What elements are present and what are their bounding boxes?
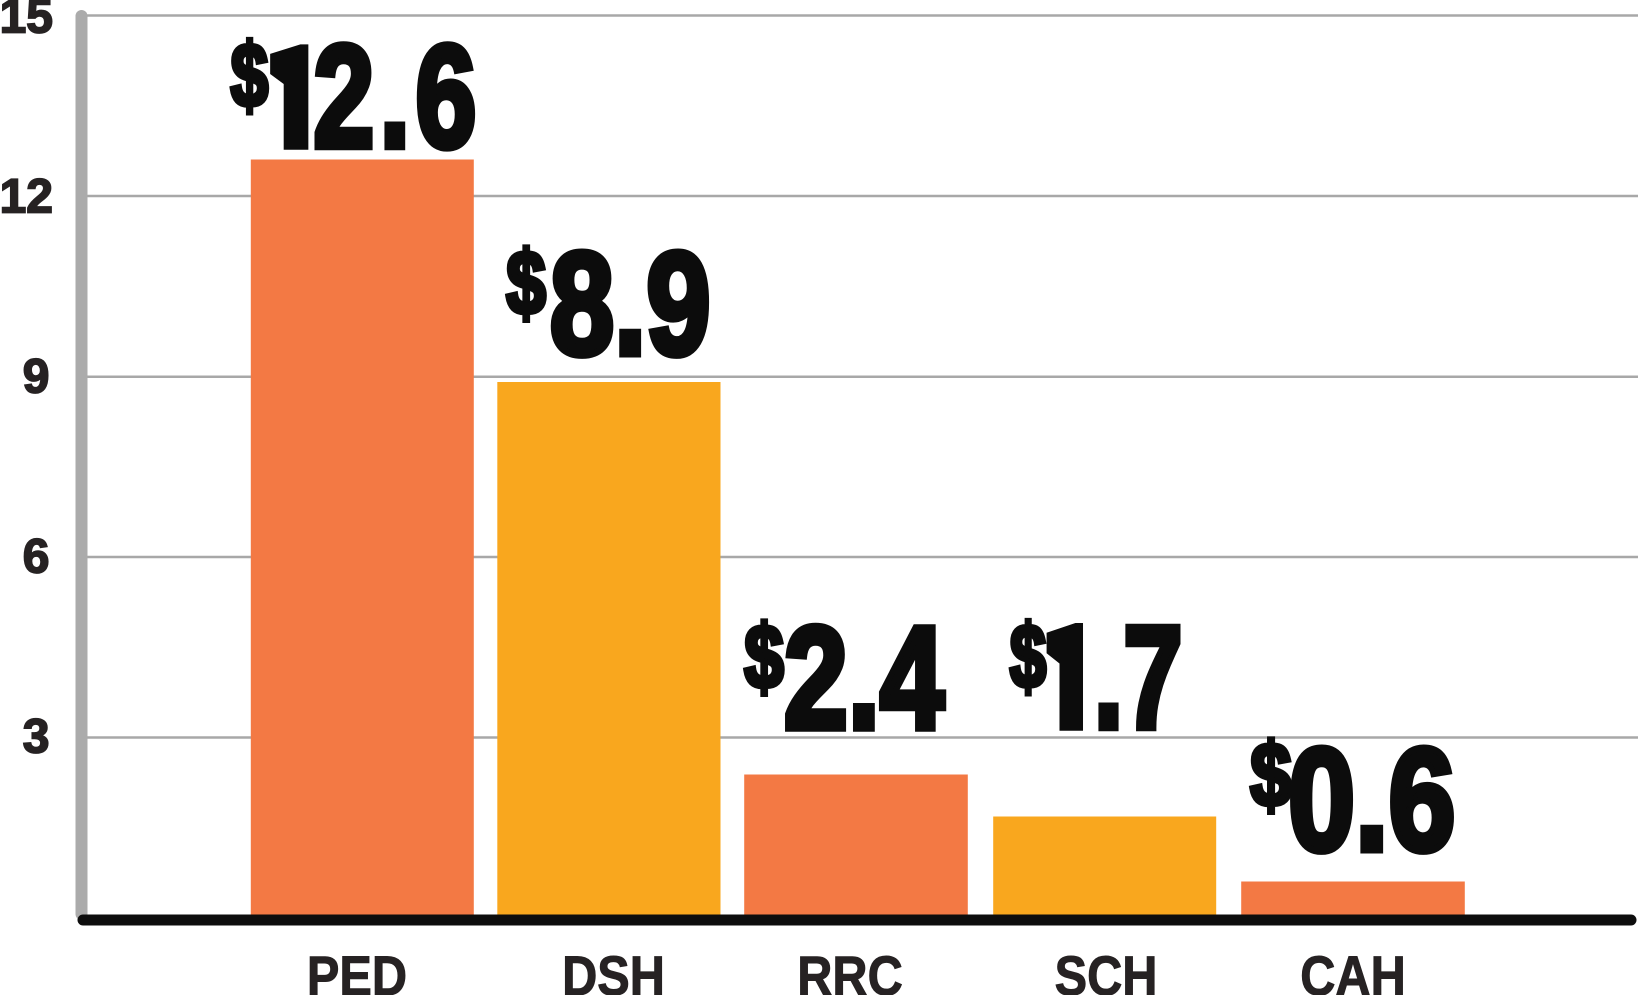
svg-text:$: $ xyxy=(506,234,546,334)
svg-text:SCH: SCH xyxy=(1055,945,1158,995)
svg-text:$: $ xyxy=(744,608,784,708)
svg-text:RRC: RRC xyxy=(797,945,903,995)
svg-text:.7: .7 xyxy=(1094,596,1183,759)
svg-text:0.6: 0.6 xyxy=(1288,719,1455,882)
svg-text:CAH: CAH xyxy=(1300,945,1406,995)
svg-text:PED: PED xyxy=(307,945,407,995)
svg-text:2.6: 2.6 xyxy=(313,16,481,179)
svg-text:12: 12 xyxy=(0,171,53,224)
svg-text:6: 6 xyxy=(23,531,50,584)
svg-text:DSH: DSH xyxy=(562,945,665,995)
svg-text:9: 9 xyxy=(23,351,50,404)
svg-text:15: 15 xyxy=(0,0,53,44)
svg-text:3: 3 xyxy=(23,711,50,764)
svg-text:$: $ xyxy=(231,25,269,126)
svg-text:2.4: 2.4 xyxy=(784,596,944,759)
svg-text:8.9: 8.9 xyxy=(550,222,711,385)
svg-text:$: $ xyxy=(1250,725,1291,825)
svg-text:$: $ xyxy=(1010,607,1047,708)
